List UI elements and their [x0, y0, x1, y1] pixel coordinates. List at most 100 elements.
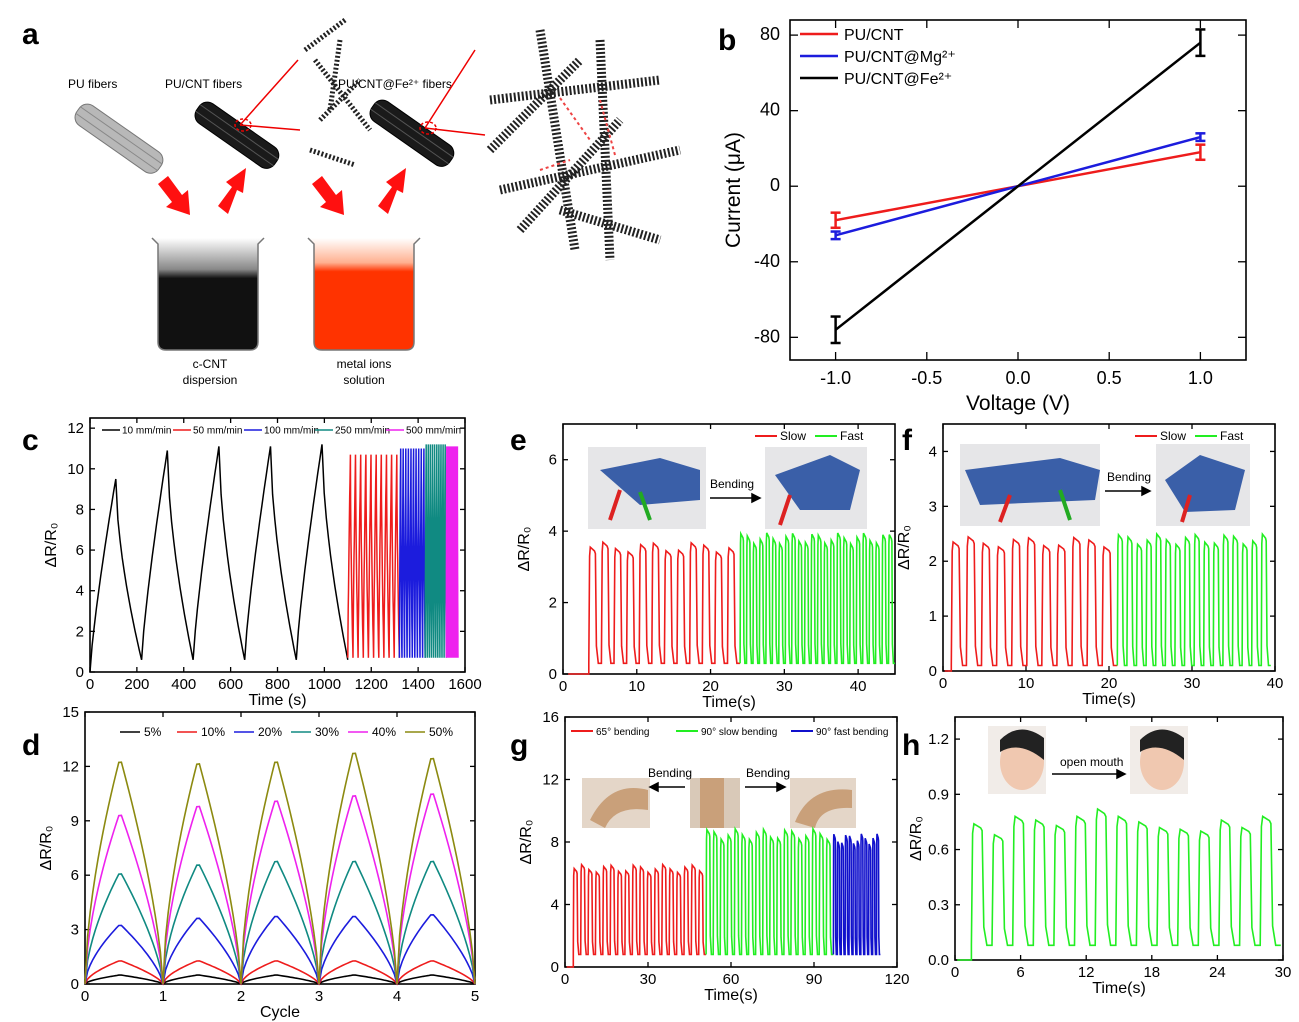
x-tick-label: 10: [628, 678, 645, 695]
cnt-network-small: [303, 18, 372, 168]
photo-f-wrist-bent: [1156, 444, 1250, 526]
legend-label: Fast: [840, 429, 864, 443]
series-line: [566, 862, 707, 968]
y-tick-label: 0: [71, 976, 79, 993]
legend-label: 10%: [201, 725, 225, 739]
x-tick-label: 40: [850, 678, 867, 695]
photo-g-elbow-90: [790, 778, 856, 828]
x-tick-label: 20: [1101, 675, 1118, 692]
series-line: [739, 530, 895, 665]
label-ions-2: solution: [343, 373, 384, 387]
y-tick-label: 10: [67, 461, 84, 478]
y-tick-label: 4: [929, 443, 937, 460]
chart-b-iv-curve: -1.0 -0.5 0.0 0.5 1.0 -80 -40 0 40 80 Voltage (V) C…: [722, 19, 1247, 415]
legend-label: 5%: [144, 725, 162, 739]
legend-label: 90° slow bending: [701, 727, 777, 738]
x-axis-label: Voltage (V): [966, 392, 1070, 415]
x-tick-label: 30: [1275, 964, 1292, 981]
legend-label: 40%: [372, 725, 396, 739]
x-tick-label: 30: [1184, 675, 1201, 692]
series-line: [957, 807, 1281, 961]
x-tick-label: 12: [1078, 964, 1095, 981]
chart-h-mouth-opening: 0 6 12 18 24 30 0.0 0.3 0.6 0.9 1.2 Time(s) ΔR/R₀: [908, 716, 1292, 997]
y-tick-label: 8: [551, 834, 559, 851]
series-line: [84, 860, 476, 985]
legend-label: 30%: [315, 725, 339, 739]
x-tick-label: 120: [884, 971, 909, 988]
series-line: [944, 535, 1118, 672]
pu-fibers-illustration: [74, 103, 164, 174]
photo-h-face-open: [1130, 726, 1188, 794]
legend-label: Slow: [780, 429, 806, 443]
label-ccnt-2: dispersion: [183, 373, 238, 387]
y-tick-label: 16: [542, 709, 559, 726]
x-tick-label: 20: [702, 678, 719, 695]
x-tick-label: 2: [237, 988, 245, 1005]
series-line: [445, 446, 459, 658]
y-tick-label: 3: [929, 498, 937, 515]
label-pu-cnt-fe-fibers: PU/CNT@Fe²⁺ fibers: [338, 77, 452, 91]
pu-cnt-fibers-illustration: [194, 101, 280, 169]
x-tick-label: 0: [559, 678, 567, 695]
series-line: [398, 448, 426, 658]
y-tick-label: 6: [71, 867, 79, 884]
legend-label: 90° fast bending: [816, 727, 888, 738]
x-tick-label: 40: [1267, 675, 1284, 692]
series-line: [89, 444, 349, 673]
process-arrows: [158, 168, 406, 215]
photo-f-wrist-straight: [960, 444, 1100, 526]
y-tick-label: 12: [62, 758, 79, 775]
x-axis-label: Time (s): [248, 692, 306, 709]
x-tick-label: 10: [1018, 675, 1035, 692]
label-pu-fibers: PU fibers: [68, 77, 117, 91]
x-tick-label: 6: [1016, 964, 1024, 981]
chart-f-wrist-bending: 0 10 20 30 40 0 1 2 3 4 Time(s) ΔR/R₀ Slow Fast: [896, 423, 1284, 708]
caption-f-bending: Bending: [1107, 470, 1151, 484]
y-axis-label: ΔR/R₀: [38, 826, 55, 871]
panel-letter-e: e: [510, 424, 527, 457]
series-line: [84, 974, 476, 985]
photo-e-finger-bent: [765, 447, 867, 529]
caption-g-bending-left: Bending: [648, 766, 692, 780]
series-line: [834, 41, 1202, 331]
panel-a-illustration: a PU fibers PU/CNT fibers PU/CNT@Fe²⁺ fi…: [22, 18, 681, 387]
photo-arrows: [648, 485, 1152, 793]
fe-bond-marks: [539, 97, 616, 171]
x-tick-label: 200: [124, 676, 149, 693]
y-axis-label: Current (μA): [722, 132, 745, 248]
chart-c-strain-rate: 0 200 400 600 800 1000 1200 1400 1600 0 2 4 6 8 10 12 Ti…: [43, 417, 482, 709]
y-tick-label: 12: [542, 772, 559, 789]
x-axis-label: Cycle: [260, 1004, 300, 1021]
panel-letter-a: a: [22, 18, 39, 51]
x-tick-label: 0.0: [1005, 368, 1030, 388]
photo-g-elbow-straight: [690, 778, 740, 828]
y-tick-label: 6: [549, 452, 557, 469]
y-tick-label: -40: [754, 251, 780, 271]
legend-label: 65° bending: [596, 727, 650, 738]
y-tick-label: 0.3: [928, 897, 949, 914]
chart-g-elbow-bending: 0 30 60 90 120 0 4 8 12 16 Time(s) ΔR/R₀ 65° bending…: [518, 709, 910, 1004]
x-tick-label: 0.5: [1097, 368, 1122, 388]
legend-label: 20%: [258, 725, 282, 739]
beaker-metal-ions: [307, 237, 421, 351]
legend-label: PU/CNT@Mg²⁺: [844, 49, 956, 66]
y-tick-label: 12: [67, 420, 84, 437]
x-tick-label: 18: [1143, 964, 1160, 981]
y-tick-label: 0.6: [928, 842, 949, 859]
series-line: [84, 913, 476, 985]
x-tick-label: 3: [315, 988, 323, 1005]
y-tick-label: 0: [929, 663, 937, 680]
y-tick-label: 1.2: [928, 731, 949, 748]
x-tick-label: 0: [951, 964, 959, 981]
x-tick-label: 4: [393, 988, 401, 1005]
x-axis-label: Time(s): [1092, 980, 1146, 997]
legend-label: 50 mm/min: [193, 426, 242, 437]
y-axis-label: ΔR/R₀: [518, 820, 535, 865]
photo-g-elbow-65: [582, 778, 650, 828]
y-tick-label: 8: [76, 501, 84, 518]
panel-letter-b: b: [718, 24, 736, 57]
series-line: [84, 752, 476, 985]
y-tick-label: 3: [71, 922, 79, 939]
cnt-network-large: [486, 29, 681, 261]
y-tick-label: 0.0: [928, 952, 949, 969]
